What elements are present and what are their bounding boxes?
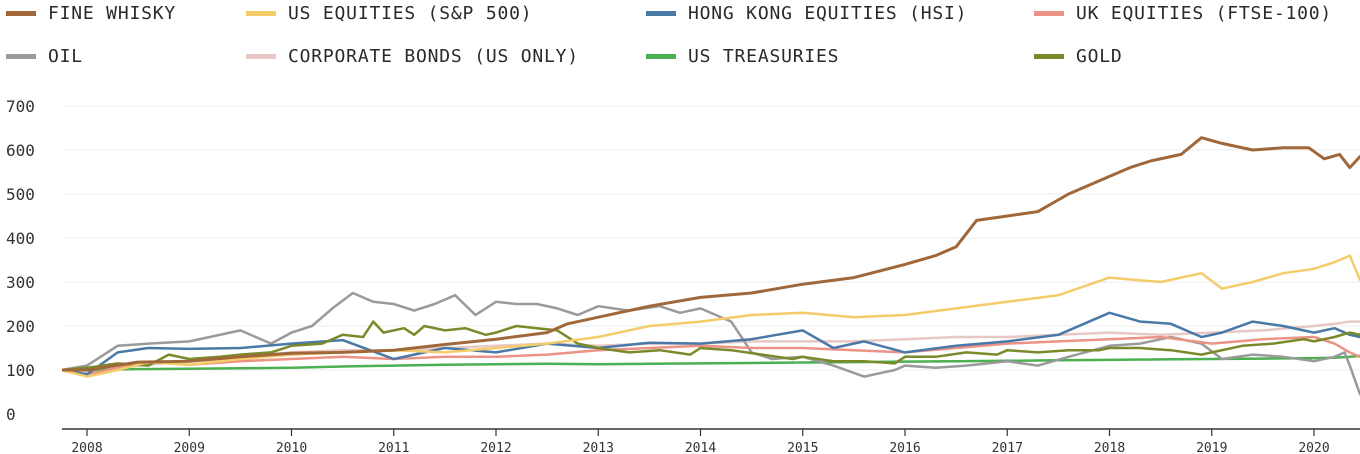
legend-swatch [6,10,36,16]
series-line-3 [62,335,1360,376]
legend-label: US EQUITIES (S&P 500) [288,2,533,24]
legend-label: US TREASURIES [688,45,840,67]
legend-item: UK EQUITIES (FTSE-100) [1034,1,1332,25]
series-line-1 [62,254,1360,378]
x-tick-label: 2014 [685,441,716,454]
legend-item: GOLD [1034,44,1123,68]
x-tick-label: 2009 [174,441,205,454]
y-tick-label: 300 [6,273,35,292]
y-tick-label: 600 [6,141,35,160]
y-tick-label: 700 [6,97,35,116]
legend-label: GOLD [1076,45,1123,67]
x-tick-label: 2011 [378,441,409,454]
y-tick-label: 500 [6,185,35,204]
legend-item: CORPORATE BONDS (US ONLY) [246,44,579,68]
series-line-7 [62,320,1360,372]
x-tick-label: 2012 [480,441,511,454]
legend-swatch [246,10,276,16]
legend-item: FINE WHISKY [6,1,176,25]
y-tick-label: 400 [6,229,35,248]
series-line-2 [62,311,1360,376]
x-tick-label: 2020 [1298,441,1329,454]
x-tick-label: 2010 [276,441,307,454]
legend-swatch [1034,10,1064,16]
series-line-0 [62,136,1360,372]
legend-item: US EQUITIES (S&P 500) [246,1,532,25]
series-group [62,136,1360,396]
legend-swatch [1034,53,1064,59]
x-tick-label: 2018 [1094,441,1125,454]
x-tick-label: 2008 [71,441,102,454]
legend-swatch [646,53,676,59]
x-tick-label: 2015 [787,441,818,454]
chart-legend: FINE WHISKY US EQUITIES (S&P 500) HONG KON… [0,0,1360,80]
legend-item: OIL [6,44,83,68]
x-tick-label: 2017 [992,441,1023,454]
legend-label: CORPORATE BONDS (US ONLY) [288,45,579,67]
legend-swatch [6,53,36,59]
line-chart: 0 100 200 300 400 500 600 700 2008 2009 2010 2011 20… [6,97,1360,454]
legend-label: HONG KONG EQUITIES (HSI) [688,2,968,24]
y-tick-label: 200 [6,317,35,336]
legend-swatch [246,53,276,59]
legend-item: US TREASURIES [646,44,839,68]
legend-item: HONG KONG EQUITIES (HSI) [646,1,967,25]
x-tick-label: 2013 [583,441,614,454]
legend-label: FINE WHISKY [48,2,177,24]
y-tick-label: 100 [6,361,35,380]
x-tick-label: 2019 [1196,441,1227,454]
legend-label: UK EQUITIES (FTSE-100) [1076,2,1333,24]
legend-label: OIL [48,45,83,67]
y-tick-label: 0 [6,405,16,424]
x-tick-label: 2016 [889,441,920,454]
legend-swatch [646,10,676,16]
